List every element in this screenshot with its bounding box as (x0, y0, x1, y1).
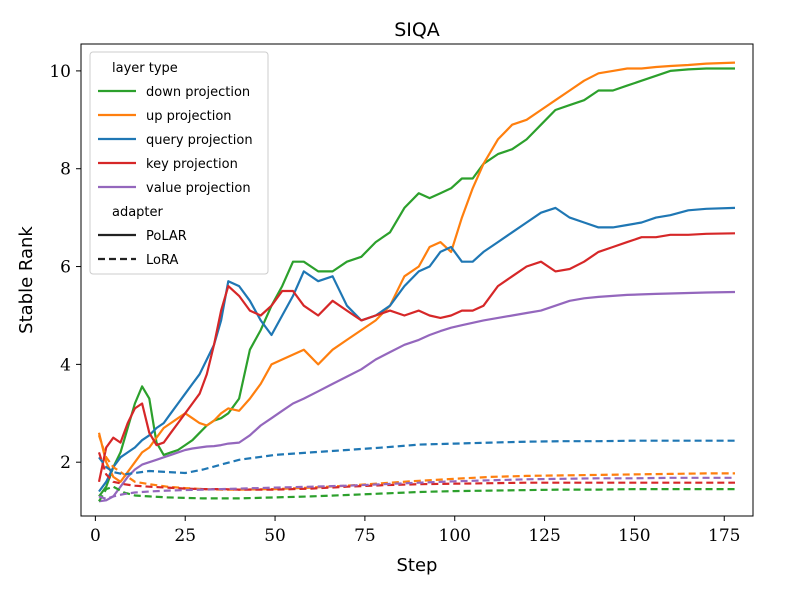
y-tick-label: 2 (60, 453, 71, 473)
legend-label-polar: PoLAR (146, 229, 187, 244)
series-line-query-projection-lora (98, 439, 735, 476)
series-line-down-projection-lora (98, 485, 735, 502)
legend-style-entries: PoLAR LoRA (98, 229, 187, 268)
legend-label-value-projection: value projection (146, 181, 251, 196)
x-axis-label: Step (397, 555, 438, 576)
series-line-query-projection-polar (98, 206, 736, 493)
y-axis-label: Stable Rank (16, 226, 37, 334)
y-tick-label: 10 (49, 62, 71, 82)
x-axis-ticks: 0 25 50 75 100 125 150 175 (90, 516, 740, 546)
legend-label-query-projection: query projection (146, 133, 253, 148)
x-tick-label: 125 (528, 526, 560, 546)
series-line-up-projection-polar (97, 61, 736, 483)
x-tick-label: 175 (708, 526, 740, 546)
x-tick-label: 0 (90, 526, 101, 546)
series-line-down-projection-polar (98, 67, 735, 498)
legend-title-layer-type: layer type (112, 61, 178, 76)
series-line-key-projection-polar (97, 232, 736, 483)
legend-title-adapter: adapter (112, 205, 164, 220)
chart-title: SIQA (394, 19, 440, 41)
series-line-value-projection-lora (98, 476, 735, 500)
legend-label-key-projection: key projection (146, 157, 238, 172)
series-layer (97, 61, 736, 503)
legend-label-up-projection: up projection (146, 109, 232, 124)
x-tick-label: 75 (354, 526, 376, 546)
legend-label-lora: LoRA (146, 253, 178, 268)
plot-frame (80, 43, 754, 517)
legend-label-down-projection: down projection (146, 85, 250, 100)
x-tick-label: 50 (264, 526, 286, 546)
y-tick-label: 6 (60, 258, 71, 278)
legend: layer type down projection up projection q… (89, 51, 269, 275)
series-line-key-projection-lora (97, 452, 735, 491)
x-tick-label: 150 (618, 526, 650, 546)
x-tick-label: 25 (174, 526, 196, 546)
y-tick-label: 8 (60, 160, 71, 180)
y-axis-ticks: 2 4 6 8 10 (49, 62, 81, 473)
x-tick-label: 100 (439, 526, 471, 546)
series-line-value-projection-polar (98, 290, 736, 503)
legend-box (89, 51, 269, 275)
y-tick-label: 4 (60, 355, 71, 375)
legend-series-entries: down projection up projection query projec… (98, 85, 253, 196)
